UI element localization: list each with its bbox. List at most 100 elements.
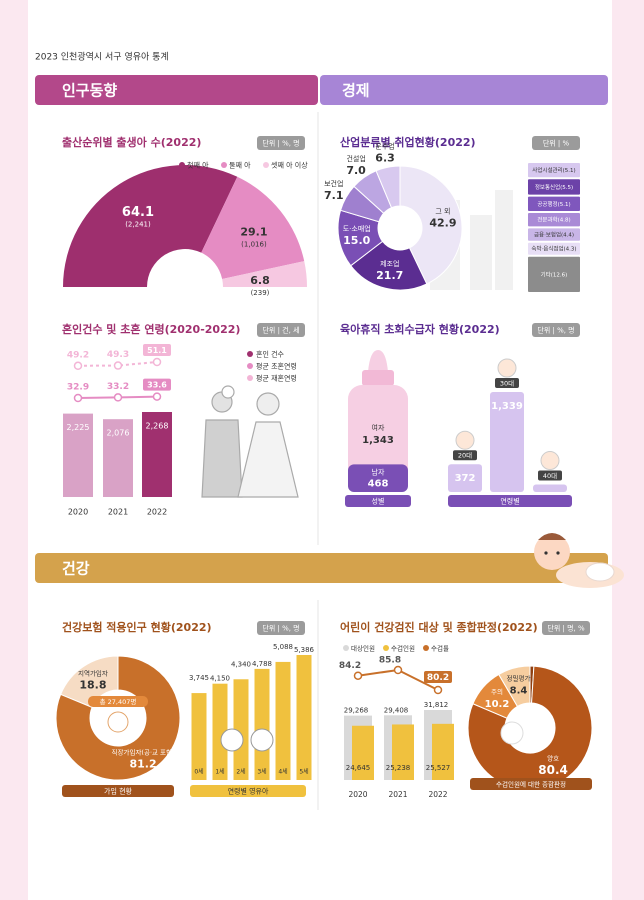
- legend-dot: [221, 162, 227, 168]
- value-label: 7.1: [324, 189, 344, 202]
- page-title: 2023 인천광역시 서구 영유아 통계: [35, 51, 169, 63]
- legend-dot: [383, 645, 389, 651]
- unit-badge: [257, 323, 305, 337]
- slice-name: 보건업: [324, 179, 343, 188]
- slice-name: 그 외: [435, 206, 450, 215]
- slice-name: 지역가입자: [78, 669, 108, 678]
- value-label: 80.4: [538, 763, 568, 777]
- bar: [348, 464, 408, 492]
- bar: [296, 655, 312, 780]
- slice-name: 건설업: [346, 154, 365, 163]
- x-tick-label: 5세: [299, 768, 308, 776]
- breakdown-label: 숙박·음식점업(4.3): [531, 245, 576, 253]
- value-label: 49.2: [67, 350, 89, 360]
- value-label: 10.2: [485, 699, 510, 710]
- slice-name: 운수업: [375, 142, 394, 150]
- unit-badge-text: 단위 | %, 명: [262, 139, 299, 148]
- donut-slice: [399, 165, 463, 285]
- count-label: (2,241): [125, 221, 151, 229]
- donut-slice: [467, 665, 593, 791]
- x-tick-label: 2020: [348, 790, 367, 799]
- group-label: [470, 778, 592, 790]
- unit-badge-text: 단위 | 명, %: [547, 624, 585, 633]
- unit-badge: [257, 621, 305, 635]
- section-banner: [35, 75, 318, 105]
- unit-badge-text: 단위 | 건, 세: [262, 326, 299, 335]
- point: [73, 393, 83, 403]
- value-label: 29.1: [240, 225, 267, 238]
- value-label: 64.1: [122, 205, 154, 220]
- value-label: 2,076: [107, 429, 130, 438]
- donut-slice: [375, 165, 401, 209]
- x-tick-label: 2022: [147, 508, 167, 517]
- section-title: 인구동향: [62, 82, 117, 100]
- bar: [490, 392, 524, 492]
- x-tick-label: 1세: [215, 768, 224, 776]
- count-label: (239): [251, 289, 270, 297]
- child-icon: [250, 728, 274, 752]
- value-label: 8.4: [510, 686, 528, 697]
- chart-title: 육아휴직 초회수급자 현황(2022): [340, 322, 500, 336]
- point: [353, 671, 363, 680]
- breakdown-box: [528, 256, 580, 292]
- category-badge: [495, 378, 519, 388]
- value-label: 29,268: [344, 707, 369, 715]
- legend-label: 혼인 건수: [256, 350, 285, 359]
- breakdown-box: [528, 179, 580, 195]
- face-icon: [540, 451, 560, 471]
- breakdown-label: 전문과학(4.8): [537, 216, 570, 224]
- value-label: 81.2: [129, 757, 156, 770]
- legend-label: 둘째 아: [229, 161, 251, 170]
- bar: [254, 668, 270, 780]
- donut-slice: [55, 655, 181, 781]
- decor-building: [495, 190, 513, 290]
- value-label: 32.9: [67, 383, 89, 393]
- legend-dot: [247, 363, 253, 369]
- slice-name: 정밀평가: [507, 674, 531, 683]
- x-tick-label: 2세: [236, 768, 245, 776]
- category-badge: [538, 470, 562, 481]
- category-badge-text: 20대: [458, 452, 472, 460]
- value-label: 468: [368, 478, 389, 489]
- value-label: 6.3: [375, 151, 395, 164]
- value-badge: [143, 344, 171, 356]
- value-label: 4,788: [252, 660, 272, 668]
- value-badge-text: 80.2: [427, 673, 449, 683]
- value-label: 4,340: [231, 660, 251, 668]
- legend-label: 셋째 아 이상: [271, 161, 308, 170]
- legend-label: 첫째 아: [187, 161, 209, 170]
- value-label: 84.2: [339, 661, 361, 671]
- center-icon: [107, 711, 129, 733]
- bar: [191, 693, 207, 780]
- breakdown-box: [528, 163, 580, 178]
- bar: [448, 464, 482, 492]
- unit-badge: [532, 136, 580, 150]
- bottle-neck: [362, 370, 394, 386]
- breakdown-label: 공공행정(5.1): [537, 200, 570, 208]
- value-badge: [143, 378, 171, 391]
- unit-badge-text: 단위 | %, 명: [262, 624, 299, 633]
- unit-badge-text: 단위 | %: [543, 139, 570, 148]
- unit-badge-text: 단위 | %, 명: [537, 326, 574, 335]
- face-icon: [455, 430, 475, 450]
- x-tick-label: 2021: [108, 508, 128, 517]
- category-badge-text: 40대: [543, 472, 557, 480]
- breakdown-label: 사업시설관리(5.1): [532, 166, 575, 174]
- pie-slice: [201, 176, 305, 279]
- value-label: 6.8: [250, 274, 270, 287]
- bar: [142, 412, 172, 497]
- slice-name: 제조업: [380, 260, 399, 268]
- value-label: 15.0: [343, 234, 370, 247]
- value-badge-text: 51.1: [147, 346, 167, 355]
- point: [393, 665, 403, 675]
- baby-icon: [500, 721, 524, 745]
- point: [73, 361, 83, 371]
- value-label: 3,745: [189, 674, 209, 682]
- value-label: 29,408: [384, 706, 409, 714]
- total-badge-text: 총 27,407명: [100, 697, 137, 706]
- point: [113, 361, 123, 370]
- bar: [275, 661, 291, 780]
- legend-label: 평균 초혼연령: [256, 362, 297, 371]
- value-label: 21.7: [376, 269, 403, 282]
